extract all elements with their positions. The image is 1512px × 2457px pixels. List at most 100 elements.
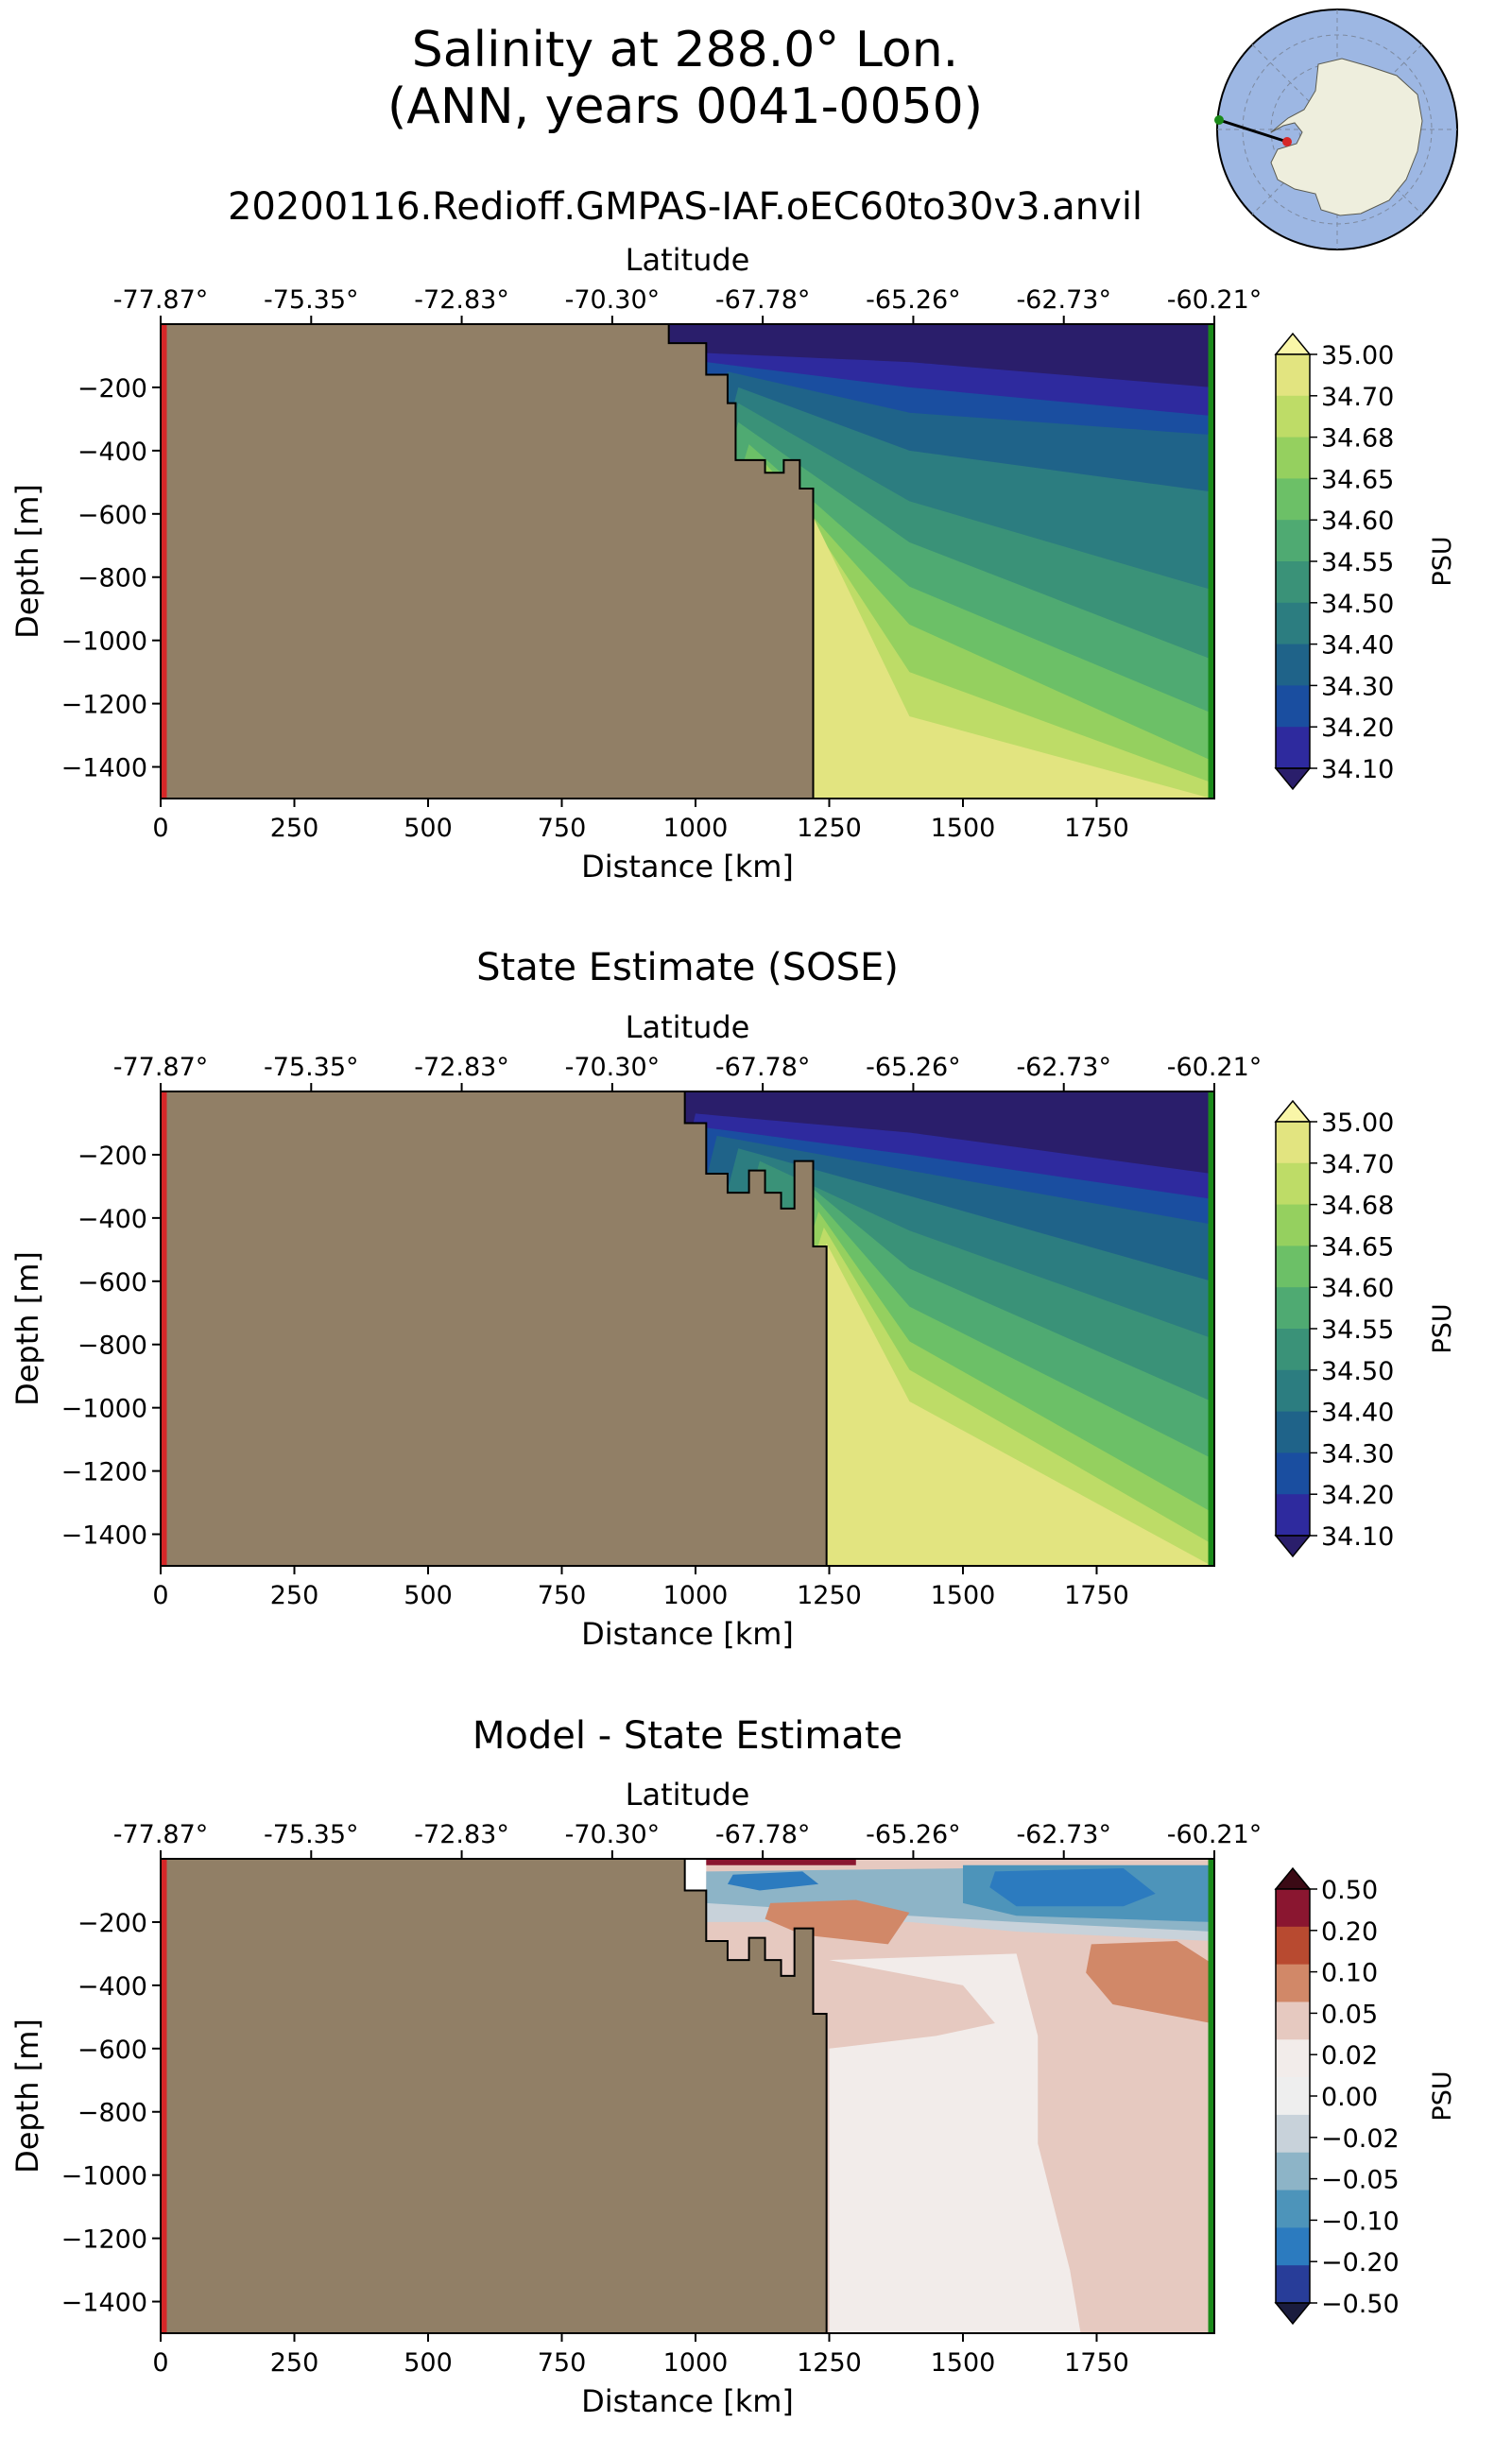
y-tick-label: −800 xyxy=(77,564,147,593)
colorbar-segment xyxy=(1276,561,1310,604)
colorbar-tick-label: 34.10 xyxy=(1321,755,1394,784)
colorbar-extend-bottom xyxy=(1274,2302,1312,2326)
y-tick-label: −1400 xyxy=(61,754,147,783)
x-tick-label: 250 xyxy=(270,1581,319,1610)
top-tick-label: -75.35° xyxy=(264,1820,359,1849)
colorbar-tick-label: −0.10 xyxy=(1321,2207,1400,2236)
colorbar-tick-label: 34.50 xyxy=(1321,1357,1394,1386)
colorbar-segment xyxy=(1276,2039,1310,2078)
x-axis-label: Distance [km] xyxy=(581,2383,794,2419)
colorbar-segment xyxy=(1276,1889,1310,1928)
plot-area xyxy=(161,1091,1214,1566)
x-tick-label: 1500 xyxy=(931,1581,996,1610)
colorbar-extend-top xyxy=(1274,332,1312,355)
anomaly-region xyxy=(727,1871,819,1891)
x-tick-label: 1000 xyxy=(663,2348,729,2378)
colorbar-segment xyxy=(1276,1287,1310,1330)
x-axis-label: Distance [km] xyxy=(581,849,794,885)
colorbar-extend-top xyxy=(1274,1099,1312,1123)
colorbar-label: PSU xyxy=(1428,1303,1457,1353)
figure-title-line-1: Salinity at 288.0° Lon. xyxy=(412,22,958,78)
top-tick-label: -70.30° xyxy=(565,1053,661,1082)
anomaly-region xyxy=(989,1868,1156,1907)
colorbar-label: PSU xyxy=(1428,536,1457,586)
bathymetry-land xyxy=(161,1091,828,1566)
x-tick-label: 250 xyxy=(270,814,319,843)
y-tick-label: −1200 xyxy=(61,691,147,720)
y-tick-label: −600 xyxy=(77,2036,147,2065)
colorbar-segment xyxy=(1276,478,1310,521)
x-tick-label: 0 xyxy=(152,2348,168,2378)
top-tick-label: -72.83° xyxy=(414,1820,509,1849)
y-tick-label: −600 xyxy=(77,501,147,530)
salinity-band xyxy=(695,494,1214,799)
panel-state-estimate: State Estimate (SOSE) 0 250 500 750 1000 1250 1… xyxy=(9,946,1457,1652)
colorbar-segment xyxy=(1276,602,1310,645)
top-tick-label: -62.73° xyxy=(1016,1053,1111,1082)
colorbar-tick-label: 34.70 xyxy=(1321,383,1394,412)
x-tick-label: 750 xyxy=(538,2348,587,2378)
axes-frame xyxy=(160,323,1215,799)
colorbar-tick-label: −0.50 xyxy=(1321,2290,1400,2319)
y-axis-label: Depth [m] xyxy=(9,1251,45,1406)
x-tick-label: 500 xyxy=(404,1581,453,1610)
colorbar-tick-label: 34.30 xyxy=(1321,672,1394,701)
y-tick-label: −200 xyxy=(77,1142,147,1171)
colorbar-segment xyxy=(1276,1329,1310,1371)
y-tick-label: −1000 xyxy=(61,1395,147,1424)
colorbar-tick-label: 34.20 xyxy=(1321,1481,1394,1510)
top-tick-label: -60.21° xyxy=(1167,285,1263,315)
y-tick-label: −800 xyxy=(77,1332,147,1361)
section-end-marker xyxy=(1214,115,1224,125)
colorbar-segment xyxy=(1276,2077,1310,2116)
colorbar-tick-label: 0.05 xyxy=(1321,2000,1378,2029)
y-tick-label: −1200 xyxy=(61,1458,147,1487)
colorbar-tick-label: 0.20 xyxy=(1321,1917,1378,1947)
colorbar: 0.50 0.20 0.10 0.05 0.02 0.00 −0.02 −0.05 −0.10 −… xyxy=(1274,1866,1457,2326)
run-name-subtitle: 20200116.Redioff.GMPAS-IAF.oEC60to30v3.a… xyxy=(228,185,1143,229)
colorbar-segment xyxy=(1276,2265,1310,2304)
colorbar: 35.00 34.70 34.68 34.65 34.60 34.55 34.50 34.40… xyxy=(1274,1099,1457,1558)
x-tick-label: 250 xyxy=(270,2348,319,2378)
colorbar-tick-label: 34.20 xyxy=(1321,713,1394,743)
colorbar-segment xyxy=(1276,1369,1310,1413)
plot-area xyxy=(161,324,1214,799)
top-tick-label: -65.26° xyxy=(866,285,961,315)
colorbar-segment xyxy=(1276,1411,1310,1453)
panel-title: State Estimate (SOSE) xyxy=(476,946,899,989)
colorbar-extend-bottom xyxy=(1274,767,1312,791)
section-line xyxy=(1218,118,1288,144)
colorbar-segment xyxy=(1276,1494,1310,1537)
colorbar-segment xyxy=(1276,395,1310,438)
panel-title: Model - State Estimate xyxy=(472,1714,902,1758)
colorbar-tick-label: 35.00 xyxy=(1321,341,1394,370)
y-tick-label: −1200 xyxy=(61,2225,147,2255)
x-tick-label: 1750 xyxy=(1064,1581,1129,1610)
section-start-marker xyxy=(1282,137,1292,146)
inset-map-antarctica xyxy=(1214,9,1458,250)
colorbar-segment xyxy=(1276,2227,1310,2266)
colorbar-tick-label: 34.40 xyxy=(1321,1399,1394,1428)
top-tick-label: -72.83° xyxy=(414,1053,509,1082)
colorbar-tick-label: 34.30 xyxy=(1321,1439,1394,1469)
top-axis-label: Latitude xyxy=(626,1777,750,1813)
colorbar-tick-label: 34.60 xyxy=(1321,1274,1394,1303)
colorbar-tick-label: 34.65 xyxy=(1321,465,1394,494)
bathymetry-land xyxy=(161,1859,828,2333)
salinity-band xyxy=(719,1243,1214,1566)
top-tick-label: -67.78° xyxy=(715,1820,811,1849)
antarctica-landmass xyxy=(1270,58,1423,216)
top-tick-label: -62.73° xyxy=(1016,1820,1111,1849)
colorbar-segment xyxy=(1276,1964,1310,2002)
colorbar-tick-label: 34.60 xyxy=(1321,507,1394,536)
colorbar: 35.00 34.70 34.68 34.65 34.60 34.55 34.50 34.40… xyxy=(1274,332,1457,791)
anomaly-region xyxy=(1086,1941,1212,2024)
y-tick-label: −1400 xyxy=(61,1521,147,1551)
top-tick-label: -77.87° xyxy=(113,285,209,315)
anomaly-region xyxy=(706,1859,856,1865)
x-tick-label: 1500 xyxy=(931,814,996,843)
colorbar-tick-label: −0.20 xyxy=(1321,2248,1400,2277)
colorbar-segment xyxy=(1276,685,1310,728)
top-tick-label: -75.35° xyxy=(264,1053,359,1082)
